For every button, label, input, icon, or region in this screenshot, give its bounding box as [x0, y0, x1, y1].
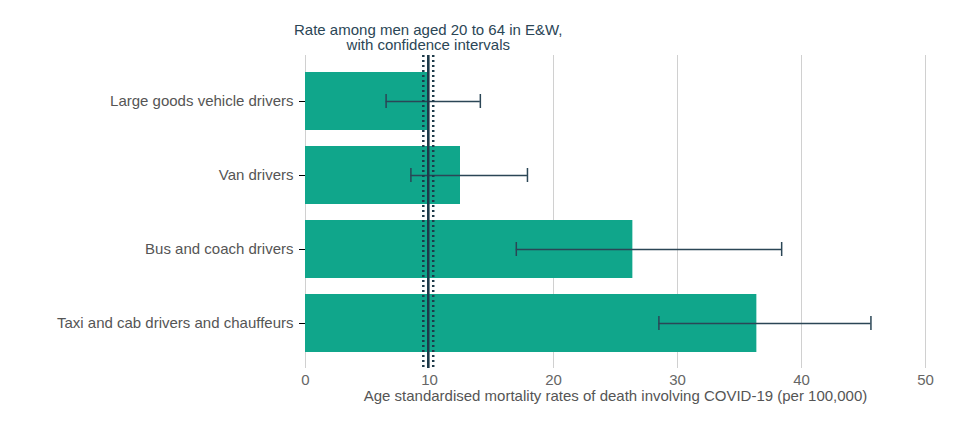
svg-text:Age standardised mortality rat: Age standardised mortality rates of deat…	[364, 387, 868, 404]
svg-text:50: 50	[917, 371, 934, 388]
svg-text:30: 30	[669, 371, 686, 389]
svg-text:Rate among men aged 20 to 64 i: Rate among men aged 20 to 64 in E&W,with…	[294, 21, 563, 53]
svg-text:20: 20	[545, 371, 562, 389]
svg-text:Large goods vehicle drivers: Large goods vehicle drivers	[110, 92, 293, 109]
svg-text:10: 10	[421, 371, 438, 389]
svg-text:0: 0	[301, 371, 309, 388]
svg-text:40: 40	[793, 371, 810, 389]
svg-text:Van drivers: Van drivers	[219, 166, 294, 183]
svg-text:Taxi and cab drivers and chauf: Taxi and cab drivers and chauffeurs	[57, 314, 294, 331]
svg-text:Bus and coach drivers: Bus and coach drivers	[145, 240, 293, 257]
